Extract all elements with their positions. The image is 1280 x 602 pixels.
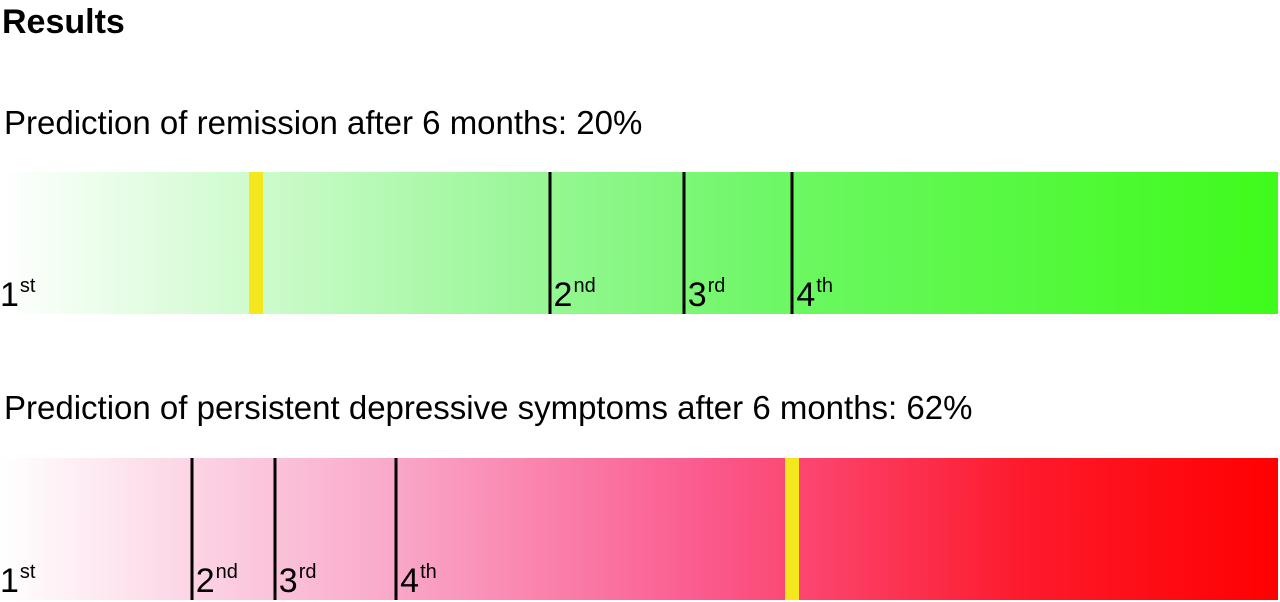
results-heading: Results	[2, 3, 125, 41]
quartile-label: 4th	[796, 266, 833, 315]
remission-gradient-bar: 1st 2nd 3rd 4th	[0, 172, 1278, 314]
quartile-label: 3rd	[688, 266, 726, 315]
quartile-divider	[548, 172, 552, 314]
quartile-label: 1st	[0, 266, 35, 315]
quartile-number: 1	[0, 276, 19, 314]
prediction-value-marker	[785, 458, 800, 600]
remission-prediction-title: Prediction of remission after 6 months: …	[4, 104, 643, 141]
persistent-symptoms-gradient-bar: 1st 2nd 3rd 4th	[0, 458, 1278, 600]
quartile-ordinal-suffix: th	[420, 561, 437, 583]
quartile-divider	[273, 458, 277, 600]
quartile-label: 2nd	[196, 552, 238, 601]
quartile-number: 3	[687, 276, 707, 314]
quartile-number: 1	[0, 562, 19, 600]
quartile-ordinal-suffix: th	[816, 275, 833, 297]
quartile-ordinal-suffix: st	[19, 275, 36, 297]
quartile-number: 4	[796, 276, 816, 314]
quartile-divider	[394, 458, 398, 600]
prediction-value-marker	[248, 172, 263, 314]
quartile-number: 2	[553, 276, 573, 314]
quartile-divider	[790, 172, 794, 314]
quartile-ordinal-suffix: rd	[707, 275, 726, 297]
quartile-divider	[682, 172, 686, 314]
quartile-label: 4th	[400, 552, 437, 601]
quartile-number: 3	[278, 562, 298, 600]
quartile-label: 3rd	[279, 552, 317, 601]
quartile-ordinal-suffix: rd	[298, 561, 317, 583]
quartile-divider	[190, 458, 194, 600]
quartile-label: 1st	[0, 552, 35, 601]
quartile-ordinal-suffix: st	[19, 561, 36, 583]
quartile-number: 2	[195, 562, 215, 600]
quartile-ordinal-suffix: nd	[215, 561, 238, 583]
quartile-ordinal-suffix: nd	[573, 275, 596, 297]
persistent-symptoms-prediction-title: Prediction of persistent depressive symp…	[4, 389, 973, 426]
quartile-label: 2nd	[554, 266, 596, 315]
quartile-number: 4	[400, 562, 420, 600]
